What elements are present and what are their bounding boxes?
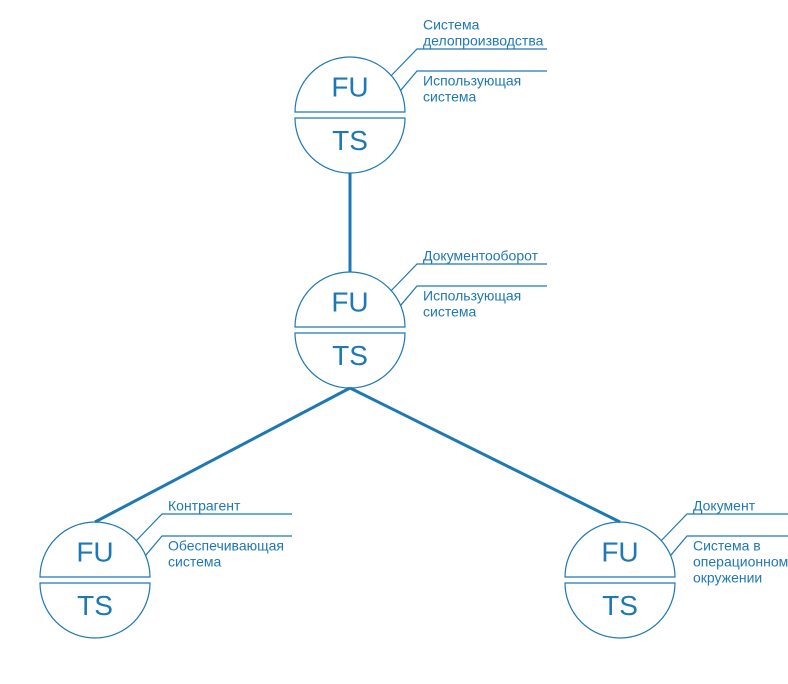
node-left: FU TS Контрагент Обеспечивающаясистема bbox=[40, 497, 292, 638]
node-left-ts-label: TS bbox=[77, 590, 113, 621]
node-left-annotation: Контрагент Обеспечивающаясистема bbox=[136, 497, 292, 569]
node-right-annotation: Документ Система воперационномокружении bbox=[661, 497, 788, 585]
node-right: FU TS Документ Система воперационномокружен… bbox=[565, 497, 788, 638]
node-root-fu-label: FU bbox=[331, 71, 368, 102]
node-left-anno-bottom-line1: система bbox=[168, 553, 221, 569]
node-root-annotation: Системаделопроизводства Использующаясисте… bbox=[391, 16, 547, 104]
diagram-canvas: FUTSСистемаделопроизводстваИспользующаяс… bbox=[0, 0, 788, 684]
node-root-anno-top-line1: делопроизводства bbox=[423, 32, 544, 48]
edge-mid-right bbox=[350, 388, 620, 522]
node-right-anno-bottom-line2: окружении bbox=[693, 569, 762, 585]
node-right-fu-label: FU bbox=[601, 536, 638, 567]
node-mid-anno-bottom-line1: система bbox=[423, 303, 476, 319]
node-mid-fu-label: FU bbox=[331, 286, 368, 317]
node-root-anno-bottom-line1: система bbox=[423, 88, 476, 104]
node-left-anno-bottom-line0: Обеспечивающая bbox=[168, 537, 284, 553]
node-root-anno-top-line0: Система bbox=[423, 16, 480, 32]
node-mid-annotation: Документооборот Использующаясистема bbox=[391, 247, 547, 319]
node-right-ts-label: TS bbox=[602, 590, 638, 621]
node-right-anno-bottom-line0: Система в bbox=[693, 537, 761, 553]
node-root-anno-bottom-line0: Использующая bbox=[423, 72, 521, 88]
node-right-anno-bottom-line1: операционном bbox=[693, 553, 788, 569]
node-mid-anno-bottom-line0: Использующая bbox=[423, 287, 521, 303]
node-root-ts-label: TS bbox=[332, 125, 368, 156]
node-mid-ts-label: TS bbox=[332, 340, 368, 371]
node-root: FU TS Системаделопроизводства Использующаяс… bbox=[295, 16, 547, 173]
node-left-fu-label: FU bbox=[76, 536, 113, 567]
node-mid-anno-top-line0: Документооборот bbox=[423, 247, 539, 263]
node-left-anno-top-line0: Контрагент bbox=[168, 497, 241, 513]
node-right-anno-top-line0: Документ bbox=[693, 497, 756, 513]
node-mid: FU TS Документооборот Использующаясистема bbox=[295, 247, 547, 388]
